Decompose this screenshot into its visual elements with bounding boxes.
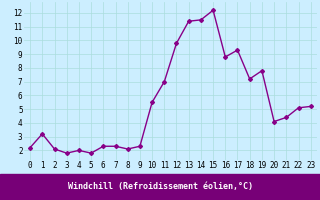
Text: Windchill (Refroidissement éolien,°C): Windchill (Refroidissement éolien,°C)	[68, 182, 252, 192]
